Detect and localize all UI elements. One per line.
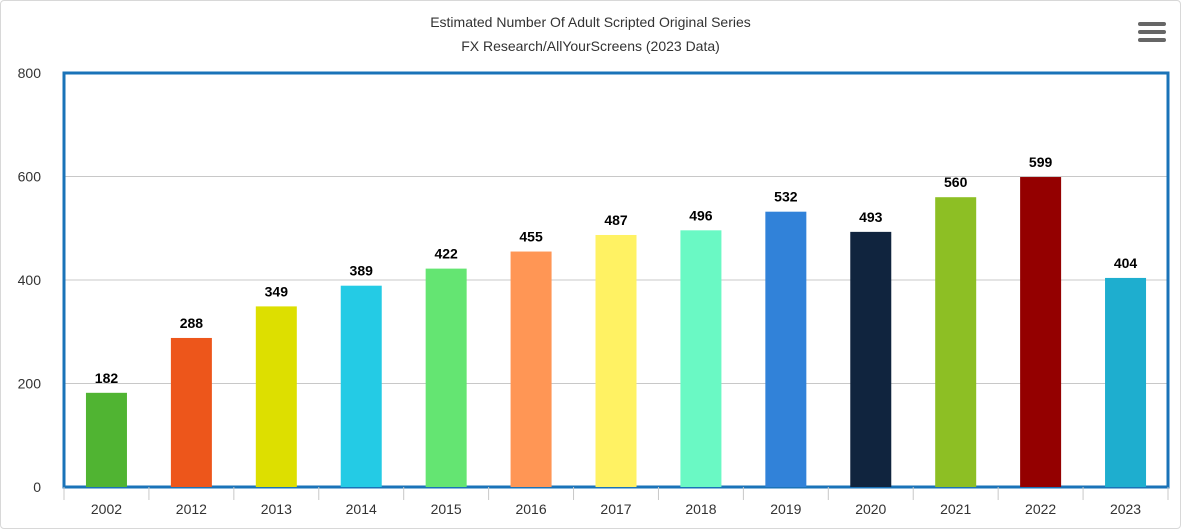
x-tick-label: 2016 [515,501,546,517]
bar[interactable] [340,285,382,487]
bar[interactable] [935,197,977,487]
bar[interactable] [255,306,297,487]
data-label: 487 [604,212,628,228]
data-label: 493 [859,209,883,225]
labels-layer: 182 288 349 389 422 455 487 496 532 493 560 599 404 [95,154,1138,386]
data-label: 599 [1029,154,1053,170]
bar[interactable] [1105,277,1147,487]
bar[interactable] [425,268,467,487]
x-tick-label: 2017 [600,501,631,517]
x-tick-label: 2021 [940,501,971,517]
data-label: 349 [265,283,289,299]
data-label: 455 [519,229,543,245]
x-tick-label: 2012 [176,501,207,517]
data-label: 496 [689,207,713,223]
data-label: 182 [95,370,119,386]
bar[interactable] [1020,177,1062,487]
y-tick-label: 400 [18,272,42,288]
data-label: 560 [944,174,968,190]
data-label: 389 [350,263,374,279]
bar[interactable] [850,231,892,487]
x-tick-label: 2013 [261,501,292,517]
bar[interactable] [510,251,552,487]
hamburger-menu-icon[interactable] [1138,22,1166,44]
bar[interactable] [680,230,722,487]
data-label: 404 [1114,255,1138,271]
chart-subtitle: FX Research/AllYourScreens (2023 Data) [461,38,720,54]
data-label: 422 [434,246,458,262]
bar[interactable] [85,392,127,487]
data-label: 288 [180,315,204,331]
x-tick-label: 2019 [770,501,801,517]
y-tick-label: 0 [33,479,41,495]
chart-title: Estimated Number Of Adult Scripted Origi… [430,14,751,30]
data-label: 532 [774,189,798,205]
bar[interactable] [170,337,212,487]
bar[interactable] [765,211,807,487]
x-axis: 2002 2012 2013 2014 2015 2016 2017 2018 2019 2020… [63,487,1169,517]
x-tick-label: 2022 [1025,501,1056,517]
bar[interactable] [595,234,637,487]
y-tick-label: 600 [18,169,42,185]
y-tick-label: 200 [18,376,42,392]
x-tick-label: 2002 [91,501,122,517]
x-tick-label: 2020 [855,501,886,517]
x-tick-label: 2023 [1110,501,1141,517]
y-tick-label: 800 [18,65,42,81]
y-axis: 0 200 400 600 800 [18,65,42,495]
bars-layer [85,177,1147,487]
x-tick-label: 2015 [431,501,462,517]
x-tick-label: 2014 [346,501,377,517]
x-tick-label: 2018 [685,501,716,517]
